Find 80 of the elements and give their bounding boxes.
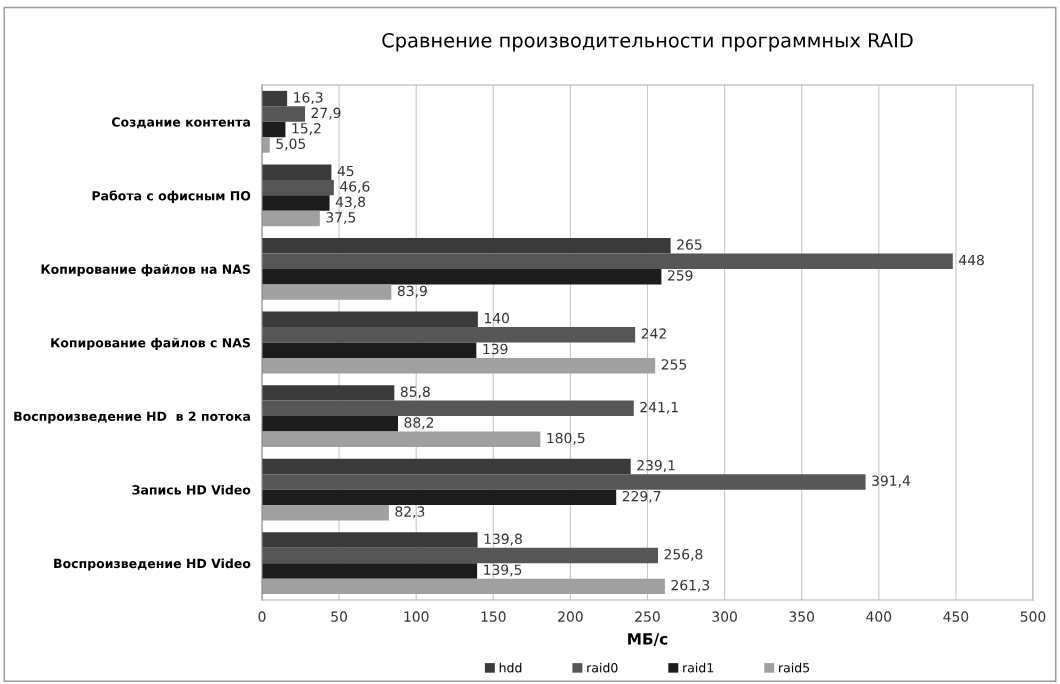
bar bbox=[262, 327, 636, 343]
x-tick-label: 50 bbox=[331, 611, 348, 622]
x-tick-label: 500 bbox=[1020, 611, 1046, 622]
data-label: 242 bbox=[641, 328, 666, 339]
data-label: 139,5 bbox=[484, 564, 522, 577]
y-tick-label: Запись HD Video bbox=[132, 484, 251, 495]
data-label: 239,1 bbox=[637, 459, 675, 472]
data-label: 265 bbox=[677, 239, 702, 250]
bar bbox=[262, 547, 658, 564]
data-label: 259 bbox=[667, 270, 693, 281]
bar bbox=[262, 90, 288, 107]
data-label: 16,3 bbox=[294, 92, 323, 105]
data-label: 82,3 bbox=[395, 506, 425, 519]
x-tick-label: 0 bbox=[258, 611, 266, 622]
bar bbox=[262, 195, 330, 211]
data-label: 139,8 bbox=[484, 533, 522, 546]
data-label: 180,5 bbox=[547, 432, 585, 445]
bar bbox=[262, 238, 671, 254]
bar bbox=[262, 505, 389, 521]
data-label: 5,05 bbox=[276, 138, 306, 151]
x-tick-label: 400 bbox=[866, 611, 892, 622]
data-label: 43,8 bbox=[335, 196, 366, 209]
bar bbox=[262, 431, 541, 447]
data-label: 83,9 bbox=[397, 285, 427, 298]
data-label: 229,7 bbox=[622, 490, 661, 503]
x-tick-label: 300 bbox=[712, 611, 737, 622]
bar bbox=[262, 385, 395, 401]
bar bbox=[262, 268, 662, 285]
bar bbox=[262, 416, 398, 432]
bar bbox=[262, 578, 665, 595]
x-axis-title: МБ/с bbox=[628, 633, 668, 646]
data-label: 46,6 bbox=[340, 181, 370, 194]
bar bbox=[262, 253, 953, 269]
data-label: 261,3 bbox=[671, 579, 710, 592]
y-tick-label: Копирование файлов с NAS bbox=[51, 337, 250, 350]
data-label: 88,2 bbox=[404, 417, 434, 430]
bar bbox=[262, 210, 320, 227]
bar bbox=[262, 342, 477, 358]
x-tick-label: 250 bbox=[635, 611, 660, 622]
bar bbox=[262, 121, 286, 138]
bar bbox=[262, 284, 392, 300]
y-tick-label: Воспроизведение HD в 2 потока bbox=[14, 411, 250, 424]
bar bbox=[262, 474, 866, 490]
data-label: 256,8 bbox=[664, 549, 703, 561]
bar bbox=[262, 179, 334, 196]
bar bbox=[262, 489, 617, 506]
y-tick-label: Воспроизведение HD Video bbox=[54, 558, 251, 571]
chart-title: Сравнение производительности программных RAID bbox=[382, 32, 913, 52]
data-label: 37,5 bbox=[326, 212, 356, 224]
data-label: 85,8 bbox=[400, 386, 430, 399]
bar bbox=[262, 532, 478, 548]
y-tick-label: Создание контента bbox=[111, 117, 250, 129]
bar bbox=[262, 164, 332, 180]
data-label: 448 bbox=[959, 254, 984, 266]
data-label: 140 bbox=[484, 312, 510, 324]
y-tick-label: Копирование файлов на NAS bbox=[41, 264, 250, 277]
bar bbox=[262, 137, 270, 153]
legend-label: hdd bbox=[499, 662, 522, 673]
x-tick-label: 350 bbox=[789, 611, 815, 622]
x-tick-label: 450 bbox=[943, 611, 969, 622]
bar bbox=[262, 563, 478, 579]
data-label: 241,1 bbox=[640, 401, 678, 414]
bar bbox=[262, 458, 631, 475]
bar bbox=[262, 311, 478, 328]
data-label: 391,4 bbox=[872, 475, 911, 488]
x-tick-label: 150 bbox=[481, 611, 506, 622]
x-tick-label: 200 bbox=[558, 611, 583, 622]
data-label: 139 bbox=[483, 343, 508, 355]
data-label: 27,9 bbox=[311, 107, 341, 120]
legend-label: raid0 bbox=[587, 662, 618, 673]
data-label: 45 bbox=[337, 165, 354, 177]
data-label: 255 bbox=[661, 359, 687, 370]
y-tick-label: Работа с офисным ПО bbox=[92, 190, 251, 203]
bar bbox=[262, 400, 634, 417]
bar bbox=[262, 357, 656, 374]
legend-label: raid1 bbox=[683, 662, 714, 673]
bar bbox=[262, 106, 306, 122]
data-label: 15,2 bbox=[292, 123, 321, 135]
legend-label: raid5 bbox=[779, 662, 810, 673]
x-tick-label: 100 bbox=[404, 611, 429, 622]
